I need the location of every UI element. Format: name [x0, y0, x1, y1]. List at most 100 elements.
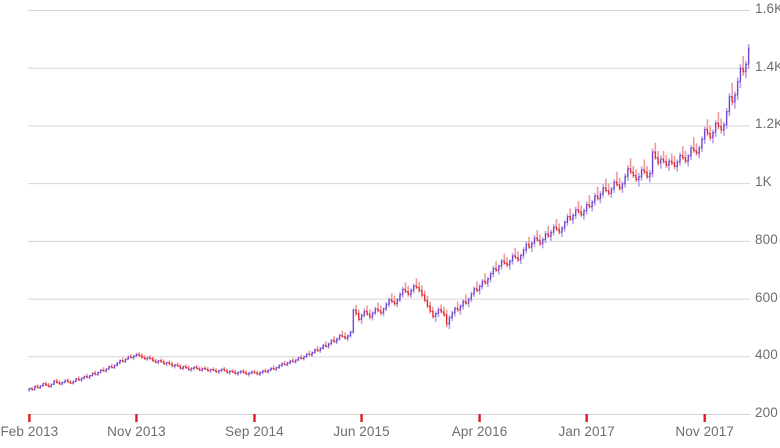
ohlc-bar — [632, 165, 635, 178]
ohlc-bar — [138, 352, 141, 357]
ohlc-bar — [330, 338, 333, 346]
ohlc-bar — [250, 370, 253, 375]
ohlc-bar — [338, 333, 341, 341]
ohlc-bar — [162, 359, 165, 365]
ohlc-bar — [72, 380, 75, 385]
ohlc-bar — [698, 145, 701, 159]
ohlc-bar — [648, 169, 651, 183]
ohlc-bar — [527, 236, 531, 249]
ohlc-bar — [368, 309, 371, 320]
ohlc-bar — [113, 364, 116, 369]
ohlc-bar — [412, 283, 415, 294]
ohlc-bar — [459, 304, 462, 315]
ohlc-bar — [176, 362, 179, 367]
ohlc-bar — [267, 369, 270, 374]
ohlc-bar — [429, 301, 432, 314]
ohlc-bar — [536, 229, 539, 243]
ohlc-bar — [651, 148, 654, 178]
ohlc-bar — [190, 367, 193, 372]
ohlc-bar — [28, 387, 31, 392]
ohlc-bar — [588, 195, 591, 209]
ohlc-bar — [387, 297, 391, 308]
ohlc-bar — [607, 183, 610, 196]
ohlc-bar — [519, 253, 522, 264]
ohlc-bar — [77, 376, 80, 382]
ohlc-bar — [673, 156, 676, 170]
ohlc-bar — [462, 299, 465, 310]
ohlc-bar — [563, 220, 566, 232]
ohlc-bar — [613, 179, 616, 193]
ohlc-bar — [689, 145, 693, 161]
ohlc-bar — [195, 364, 198, 370]
ohlc-bar — [662, 150, 665, 165]
ohlc-bar — [569, 208, 572, 222]
ohlc-bar — [552, 224, 555, 236]
ohlc-bar — [533, 235, 536, 247]
ohlc-bar — [203, 366, 207, 371]
ohlc-bar — [55, 378, 58, 384]
ohlc-bar — [549, 229, 553, 241]
ohlc-bar — [91, 372, 94, 377]
ohlc-bar — [398, 292, 402, 303]
ohlc-bar — [305, 352, 308, 359]
ohlc-bar — [604, 178, 607, 193]
y-axis-tick-label: 400 — [755, 347, 778, 363]
ohlc-bar — [692, 136, 695, 154]
y-axis-tick-label: 200 — [755, 405, 778, 420]
ohlc-bar — [473, 286, 476, 297]
ohlc-bar — [418, 281, 421, 293]
ohlc-bar — [505, 257, 509, 268]
x-axis-tick-label: Feb 2013 — [0, 424, 59, 439]
ohlc-bar — [289, 359, 292, 365]
ohlc-bar — [560, 225, 564, 237]
ohlc-bar — [146, 356, 149, 361]
ohlc-bar — [363, 308, 366, 318]
ohlc-bar — [610, 186, 613, 199]
ohlc-bar — [324, 341, 327, 348]
ohlc-bar — [322, 344, 325, 350]
ohlc-bar — [637, 172, 640, 187]
ohlc-bar — [670, 153, 673, 166]
ohlc-bar — [656, 150, 660, 166]
ohlc-bar — [154, 358, 157, 364]
ohlc-bar — [728, 93, 731, 117]
ohlc-bar — [643, 159, 646, 175]
ohlc-bar — [201, 367, 204, 372]
ohlc-bar — [574, 206, 577, 219]
ohlc-bar — [431, 306, 435, 319]
ohlc-bar — [478, 284, 481, 295]
ohlc-bar — [83, 375, 86, 380]
ohlc-bar — [555, 218, 558, 232]
ohlc-bar — [654, 142, 657, 161]
ohlc-bar — [132, 354, 135, 360]
ohlc-bar — [599, 191, 602, 204]
ohlc-bar — [74, 377, 78, 383]
ohlc-bar — [448, 315, 451, 330]
x-axis-tick-label: Apr 2016 — [451, 424, 508, 439]
ohlc-bar — [357, 309, 360, 322]
ohlc-bar — [212, 367, 215, 372]
ohlc-bar — [269, 367, 273, 372]
ohlc-bar — [151, 356, 155, 363]
ohlc-bar — [426, 295, 429, 309]
ohlc-bar — [700, 136, 704, 152]
ohlc-bar — [225, 368, 229, 374]
ohlc-bar — [475, 281, 478, 293]
ohlc-bar — [437, 307, 440, 318]
ohlc-bar — [681, 146, 684, 161]
ohlc-bar — [420, 285, 424, 298]
ohlc-bar — [687, 153, 690, 167]
ohlc-bar — [577, 201, 580, 214]
ohlc-bar — [135, 352, 138, 358]
ohlc-bar — [280, 362, 284, 367]
ohlc-bar — [173, 363, 176, 369]
ohlc-bar — [58, 380, 61, 386]
ohlc-bar — [516, 251, 520, 263]
ohlc-bar — [618, 177, 621, 191]
ohlc-bar — [44, 381, 47, 387]
y-axis-tick-label: 1K — [755, 174, 772, 190]
ohlc-bar — [171, 361, 174, 368]
ohlc-bar — [192, 366, 196, 371]
ohlc-bar — [272, 365, 275, 371]
